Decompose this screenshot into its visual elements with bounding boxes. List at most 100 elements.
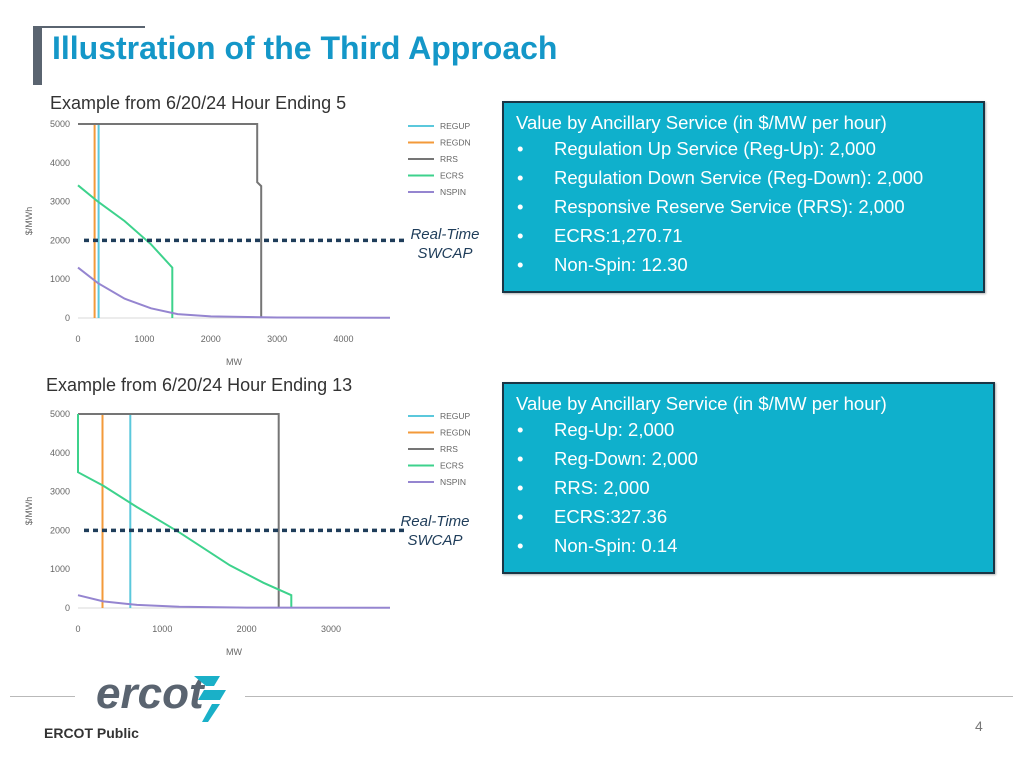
bottom-value-box: Value by Ancillary Service (in $/MW per … xyxy=(502,382,995,574)
top-swcap-label: Real-Time SWCAP xyxy=(404,225,486,263)
y-axis-label: $/MWh xyxy=(24,207,34,236)
value-item: • Non-Spin: 0.14 xyxy=(504,531,993,560)
legend-label: REGDN xyxy=(440,428,471,438)
x-tick-label: 1000 xyxy=(134,334,154,344)
top-value-list: • Regulation Up Service (Reg-Up): 2,000 • R… xyxy=(504,134,983,279)
ercot-bolt-icon xyxy=(194,676,226,722)
page-number: 4 xyxy=(975,718,983,734)
x-axis-label: MW xyxy=(226,357,242,367)
y-tick-label: 3000 xyxy=(50,197,70,207)
bottom-chart-caption: Example from 6/20/24 Hour Ending 13 xyxy=(46,375,353,395)
footer-classification: ERCOT Public xyxy=(44,725,139,741)
y-tick-label: 1000 xyxy=(50,564,70,574)
bottom-swcap-label: Real-Time SWCAP xyxy=(394,512,476,550)
bullet-icon: • xyxy=(517,535,524,556)
x-tick-label: 0 xyxy=(75,624,80,634)
bottom-value-list: • Reg-Up: 2,000 • Reg-Down: 2,000 • RRS: 2,00… xyxy=(504,415,993,560)
legend-label: NSPIN xyxy=(440,477,466,487)
bullet-icon: • xyxy=(517,138,524,159)
y-axis-label: $/MWh xyxy=(24,497,34,526)
series-line-regdn xyxy=(78,123,96,318)
x-axis-label: MW xyxy=(226,647,242,657)
value-item: • Non-Spin: 12.30 xyxy=(504,250,983,279)
footer-rule-left xyxy=(10,696,75,697)
y-tick-label: 2000 xyxy=(50,525,70,535)
value-item-text: Responsive Reserve Service (RRS): 2,000 xyxy=(554,196,905,217)
value-item-text: RRS: 2,000 xyxy=(554,477,650,498)
slide-title: Illustration of the Third Approach xyxy=(52,30,558,66)
legend-label: ECRS xyxy=(440,171,464,181)
value-item: • Responsive Reserve Service (RRS): 2,000 xyxy=(504,192,983,221)
bullet-icon: • xyxy=(517,196,524,217)
top-swcap-label-line1: Real-Time xyxy=(410,226,480,243)
value-item-text: Non-Spin: 12.30 xyxy=(554,254,688,275)
value-item-text: ECRS:327.36 xyxy=(554,506,668,527)
legend-label: RRS xyxy=(440,154,458,164)
value-item: • Reg-Up: 2,000 xyxy=(504,415,993,444)
value-item-text: Reg-Down: 2,000 xyxy=(554,448,698,469)
y-tick-label: 0 xyxy=(65,313,70,323)
y-tick-label: 4000 xyxy=(50,158,70,168)
y-tick-label: 0 xyxy=(65,603,70,613)
ercot-logo-wordmark: ercot xyxy=(96,670,206,718)
x-tick-label: 4000 xyxy=(334,334,354,344)
y-tick-label: 1000 xyxy=(50,274,70,284)
legend-label: REGUP xyxy=(440,121,471,131)
top-chart-caption: Example from 6/20/24 Hour Ending 5 xyxy=(50,93,347,113)
series-line-ecrs xyxy=(77,184,174,318)
ercot-logo: ercot xyxy=(96,670,226,722)
bullet-icon: • xyxy=(517,254,524,275)
x-tick-label: 3000 xyxy=(321,624,341,634)
series-line-regdn xyxy=(78,413,104,608)
footer-rule-right xyxy=(245,696,1013,697)
value-item: • Regulation Down Service (Reg-Down): 2,0… xyxy=(504,163,983,192)
series-line-ecrs xyxy=(77,414,293,608)
series-line-regup xyxy=(78,413,132,608)
y-tick-label: 5000 xyxy=(50,119,70,129)
bottom-chart: 0 1000 2000 3000 4000 5000 0 1000 2000 3000 MW $/MW… xyxy=(24,409,471,657)
top-value-box-header: Value by Ancillary Service (in $/MW per … xyxy=(516,112,887,133)
value-item-text: ECRS:1,270.71 xyxy=(554,225,683,246)
top-chart: 0 1000 2000 3000 4000 5000 0 1000 2000 3000 4000 MW… xyxy=(24,119,471,367)
value-item: • RRS: 2,000 xyxy=(504,473,993,502)
y-tick-label: 5000 xyxy=(50,409,70,419)
x-tick-label: 3000 xyxy=(267,334,287,344)
y-tick-label: 3000 xyxy=(50,487,70,497)
value-item: • ECRS:327.36 xyxy=(504,502,993,531)
legend-label: REGDN xyxy=(440,138,471,148)
bullet-icon: • xyxy=(517,477,524,498)
title-accent-bar xyxy=(33,28,42,85)
y-tick-label: 4000 xyxy=(50,448,70,458)
legend-label: RRS xyxy=(440,444,458,454)
y-tick-label: 2000 xyxy=(50,235,70,245)
bullet-icon: • xyxy=(517,506,524,527)
top-swcap-label-line2: SWCAP xyxy=(417,245,473,262)
value-item-text: Non-Spin: 0.14 xyxy=(554,535,678,556)
bullet-icon: • xyxy=(517,419,524,440)
series-line-nspin xyxy=(77,266,391,319)
series-line-nspin xyxy=(77,594,391,609)
bullet-icon: • xyxy=(517,225,524,246)
value-item: • Regulation Up Service (Reg-Up): 2,000 xyxy=(504,134,983,163)
x-tick-label: 2000 xyxy=(237,624,257,634)
legend-label: REGUP xyxy=(440,411,471,421)
bullet-icon: • xyxy=(517,167,524,188)
bottom-swcap-label-line2: SWCAP xyxy=(407,532,463,549)
x-tick-label: 0 xyxy=(75,334,80,344)
series-line-rrs xyxy=(78,123,263,318)
value-item-text: Regulation Down Service (Reg-Down): 2,00… xyxy=(554,167,924,188)
title-accent-rule xyxy=(33,26,145,28)
value-item-text: Regulation Up Service (Reg-Up): 2,000 xyxy=(554,138,876,159)
value-item: • Reg-Down: 2,000 xyxy=(504,444,993,473)
value-item-text: Reg-Up: 2,000 xyxy=(554,419,675,440)
top-value-box: Value by Ancillary Service (in $/MW per … xyxy=(502,101,985,293)
x-tick-label: 1000 xyxy=(152,624,172,634)
series-line-rrs xyxy=(78,413,280,608)
bottom-value-box-header: Value by Ancillary Service (in $/MW per … xyxy=(516,393,887,414)
legend-label: ECRS xyxy=(440,461,464,471)
bottom-swcap-label-line1: Real-Time xyxy=(400,513,470,530)
value-item: • ECRS:1,270.71 xyxy=(504,221,983,250)
legend-label: NSPIN xyxy=(440,187,466,197)
bullet-icon: • xyxy=(517,448,524,469)
x-tick-label: 2000 xyxy=(201,334,221,344)
